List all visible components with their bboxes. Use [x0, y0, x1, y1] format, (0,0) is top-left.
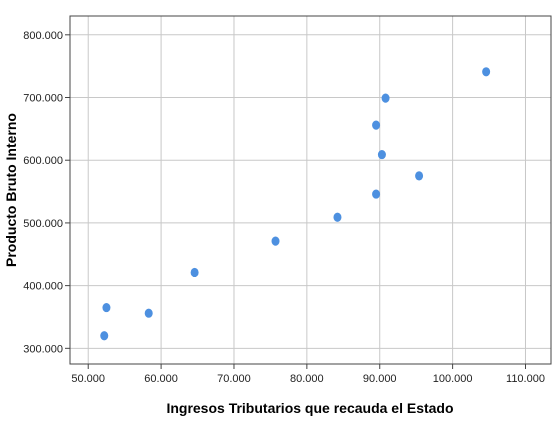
plot-frame	[69, 15, 552, 365]
x-tick-label: 50.000	[71, 373, 105, 385]
y-tick-label: 600.000	[23, 155, 63, 167]
x-axis-title: Ingresos Tributarios que recauda el Esta…	[166, 400, 453, 416]
data-point	[372, 189, 381, 199]
x-tick-label: 60.000	[144, 373, 178, 385]
x-tick-label: 80.000	[290, 373, 324, 385]
data-point	[381, 93, 390, 103]
data-point	[100, 331, 109, 341]
y-tick-label: 500.000	[23, 218, 63, 230]
x-tick-label: 110.000	[506, 373, 545, 385]
horizontal-gridlines	[70, 34, 551, 349]
data-point	[377, 149, 386, 160]
data-point	[144, 308, 153, 318]
data-point	[415, 171, 424, 181]
x-tick-label: 70.000	[217, 373, 251, 385]
y-axis-ticks: 300.000 400.000 500.000 600.000 700.000 800.0…	[23, 30, 70, 355]
x-tick-label: 100.000	[433, 373, 473, 385]
data-point	[271, 236, 280, 246]
y-tick-label: 400.000	[23, 281, 63, 293]
data-point	[102, 302, 111, 313]
y-axis-title: Producto Bruto Interno	[3, 113, 19, 267]
data-points	[100, 67, 491, 341]
data-point	[190, 267, 199, 278]
y-tick-label: 700.000	[23, 93, 63, 105]
y-tick-label: 300.000	[23, 343, 63, 355]
vertical-gridlines	[87, 16, 526, 364]
data-point	[333, 212, 342, 222]
data-point	[482, 67, 491, 77]
data-point	[372, 120, 381, 130]
y-tick-label: 800.000	[23, 30, 63, 42]
x-axis-ticks: 50.000 60.000 70.000 80.000 90.000 100.000 110…	[71, 364, 545, 385]
x-tick-label: 90.000	[363, 373, 397, 385]
